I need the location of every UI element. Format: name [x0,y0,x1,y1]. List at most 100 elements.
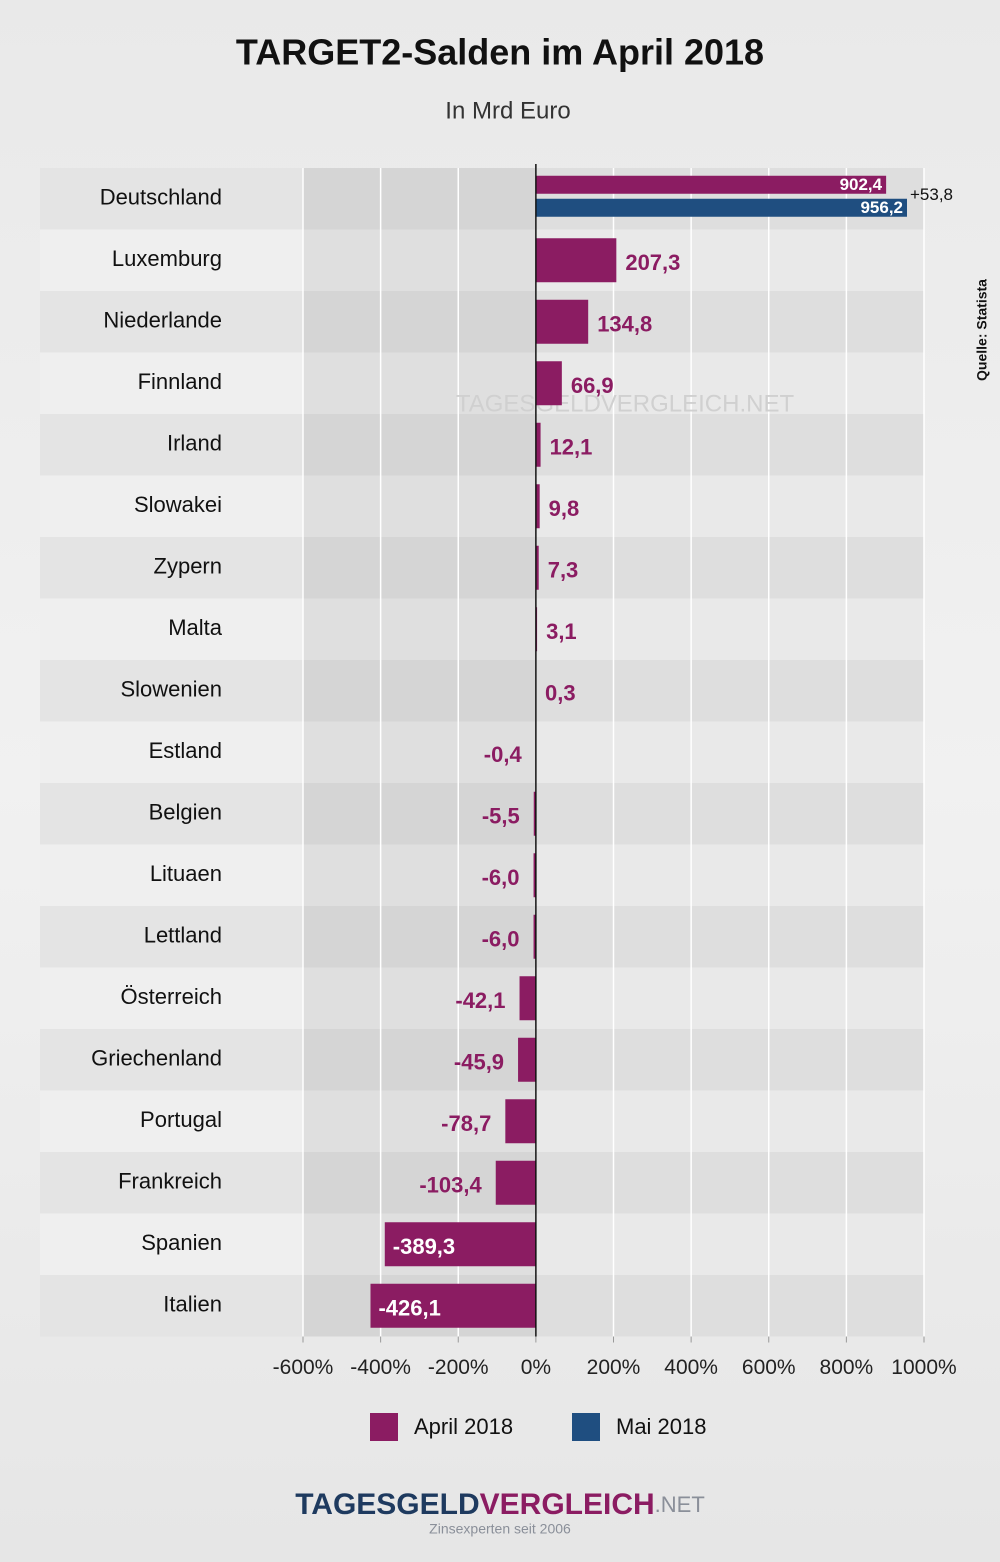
annotation: +53,8 [910,185,953,204]
row-stripe [535,598,924,660]
bar [533,853,536,898]
row-stripe [535,844,924,906]
row-stripe [535,1090,924,1152]
y-tick-label: Malta [168,615,223,640]
bar [535,238,617,283]
bar [505,1099,536,1144]
value-label: -78,7 [441,1111,491,1136]
bar [533,791,536,836]
row-stripe [535,414,924,476]
row-stripe [40,967,303,1029]
value-label: -389,3 [393,1234,455,1259]
row-stripe [303,168,536,230]
value-label: -5,5 [482,804,520,829]
row-stripe [303,229,536,291]
chart-subtitle: In Mrd Euro [445,97,570,124]
chart-title: TARGET2-Salden im April 2018 [236,32,764,73]
value-label: 9,8 [549,496,580,521]
y-tick-label: Portugal [140,1107,222,1132]
y-tick-label: Niederlande [103,308,222,333]
y-tick-label: Griechenland [91,1046,222,1071]
row-stripe [40,844,303,906]
row-stripe [40,414,303,476]
bar [370,1283,536,1328]
row-stripe [535,1029,924,1091]
row-stripe [535,906,924,968]
y-tick-label: Frankreich [118,1169,222,1194]
y-tick-label: Spanien [141,1230,222,1255]
legend-label: Mai 2018 [616,1414,707,1439]
row-stripe [535,783,924,845]
row-stripe [40,598,303,660]
row-stripe [303,537,536,599]
value-label: 12,1 [550,435,593,460]
bar [535,175,887,194]
row-stripe [40,1275,303,1337]
row-stripe [303,660,536,722]
x-tick-label: 800% [820,1356,874,1379]
row-stripe [535,1275,924,1337]
value-label: -103,4 [419,1173,482,1198]
value-label: 902,4 [840,175,883,194]
row-stripe [535,660,924,722]
bar [519,976,536,1021]
row-stripe [303,721,536,783]
row-stripe [303,844,536,906]
row-stripe [303,906,536,968]
bar [535,299,589,344]
y-tick-label: Österreich [121,984,222,1009]
legend-label: April 2018 [414,1414,513,1439]
value-label: 0,3 [545,681,576,706]
row-stripe [535,721,924,783]
row-stripe [40,1029,303,1091]
legend-swatch [370,1413,398,1441]
value-label: -6,0 [482,927,520,952]
bar [495,1160,536,1205]
row-stripe [535,475,924,537]
row-stripe [303,352,536,414]
x-tick-label: -400% [350,1356,411,1379]
x-tick-label: 1000% [891,1356,956,1379]
x-tick-label: -600% [273,1356,334,1379]
y-tick-label: Estland [149,738,222,763]
x-tick-label: 0% [521,1356,551,1379]
value-label: 7,3 [548,558,579,583]
row-stripe [303,783,536,845]
value-label: -42,1 [455,988,505,1013]
value-label: 207,3 [625,250,680,275]
footer-logo: TAGESGELDVERGLEICH.NET [295,1488,705,1521]
bar [533,914,536,959]
row-stripe [535,1213,924,1275]
value-label: 3,1 [546,619,577,644]
row-stripe [303,1090,536,1152]
row-stripe [40,660,303,722]
logo-part: .NET [655,1492,705,1517]
row-stripe [535,1152,924,1214]
logo-part: TAGESGELD [295,1488,479,1521]
y-tick-label: Slowenien [120,677,222,702]
row-stripe [40,537,303,599]
value-label: -45,9 [454,1050,504,1075]
row-stripe [303,598,536,660]
row-stripe [535,291,924,353]
x-tick-label: 400% [664,1356,718,1379]
row-stripe [40,352,303,414]
y-tick-label: Slowakei [134,492,222,517]
row-stripe [303,1029,536,1091]
row-stripe [40,721,303,783]
footer-tagline: Zinsexperten seit 2006 [429,1521,571,1537]
row-stripe [303,291,536,353]
x-tick-label: -200% [428,1356,489,1379]
value-label: 134,8 [597,312,652,337]
logo-part: VERGLEICH [480,1488,655,1521]
value-label: 956,2 [860,198,903,217]
x-tick-label: 200% [587,1356,641,1379]
bar [384,1222,536,1267]
value-label: -0,4 [484,742,523,767]
row-stripe [303,475,536,537]
bar [535,422,541,467]
row-stripe [40,783,303,845]
bar [535,545,539,590]
y-tick-label: Lituaen [150,861,222,886]
